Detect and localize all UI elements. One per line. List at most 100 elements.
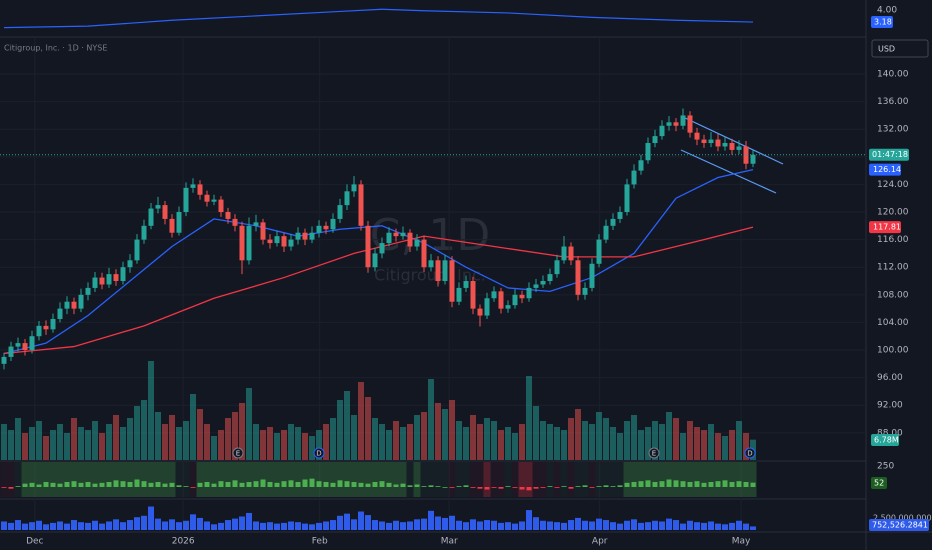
- ma-label: 117.81: [873, 223, 901, 232]
- y-tick-label: 96.00: [877, 373, 903, 383]
- volume-bar: [610, 427, 616, 460]
- y-tick-label: 104.00: [877, 318, 909, 328]
- volume-bar: [393, 421, 399, 460]
- volume-bar: [155, 412, 161, 460]
- event-label: E: [236, 450, 240, 458]
- oscillator-bar: [729, 482, 735, 487]
- candle-body: [190, 184, 196, 188]
- candle-body: [239, 225, 245, 261]
- oscillator-bar: [78, 482, 84, 487]
- oscillator-shade: [406, 462, 414, 497]
- volume-bar: [540, 421, 546, 460]
- candle-body: [106, 274, 112, 285]
- oscillator-bar: [43, 482, 49, 487]
- candle-body: [589, 263, 595, 288]
- candle-body: [253, 222, 259, 226]
- x-tick-label: Mar: [441, 537, 458, 547]
- bar: [393, 520, 399, 530]
- bar: [15, 520, 21, 530]
- candle-body: [715, 139, 721, 147]
- oscillator-bar: [64, 482, 70, 487]
- candle-body: [393, 232, 399, 237]
- y-tick-label: 92.00: [877, 401, 903, 411]
- bar: [29, 522, 35, 530]
- candle-body: [631, 170, 637, 185]
- bar: [162, 521, 168, 530]
- bar: [218, 522, 224, 530]
- oscillator-bar: [540, 487, 546, 488]
- candle-body: [435, 260, 441, 282]
- candle-body: [113, 274, 119, 282]
- oscillator-bar: [183, 486, 189, 487]
- oscillator-shade: [420, 462, 428, 497]
- oscillator-bar: [15, 486, 21, 487]
- bar: [750, 526, 756, 530]
- oscillator-shade: [126, 462, 134, 497]
- oscillator-label: 52: [874, 479, 884, 488]
- indicator-label-bg: [871, 16, 893, 29]
- oscillator-shade: [336, 462, 344, 497]
- bar: [729, 522, 735, 530]
- candle-body: [491, 291, 497, 299]
- oscillator-bar: [57, 483, 63, 487]
- oscillator-bar: [400, 483, 406, 487]
- bar: [22, 523, 28, 530]
- oscillator-bar: [421, 486, 427, 487]
- oscillator-shade: [672, 462, 680, 497]
- volume-bar: [225, 418, 231, 460]
- candle-body: [736, 146, 742, 150]
- volume-bar: [561, 430, 567, 460]
- bar: [358, 511, 364, 530]
- oscillator-shade: [189, 462, 197, 497]
- oscillator-shade: [399, 462, 407, 497]
- oscillator-shade: [721, 462, 729, 497]
- candle-body: [659, 125, 665, 137]
- volume-bar: [743, 433, 749, 460]
- candle-body: [120, 267, 126, 282]
- candle-body: [687, 115, 693, 133]
- bar: [624, 520, 630, 530]
- chart-title: Citigroup, Inc. · 1D · NYSE: [4, 44, 107, 53]
- candle-body: [421, 239, 427, 268]
- oscillator-shade: [231, 462, 239, 497]
- candle-body: [750, 154, 756, 164]
- oscillator-shade: [469, 462, 477, 497]
- volume-bar: [736, 421, 742, 460]
- oscillator-bar: [302, 479, 308, 487]
- event-marker: [744, 447, 756, 459]
- oscillator-bar: [533, 487, 539, 489]
- volume-bar: [645, 427, 651, 460]
- oscillator-shade: [168, 462, 176, 497]
- volume-bar: [505, 427, 511, 460]
- oscillator-bar: [631, 482, 637, 487]
- oscillator-shade: [490, 462, 498, 497]
- bar: [659, 521, 665, 530]
- oscillator-shade: [315, 462, 323, 497]
- currency-box[interactable]: [871, 39, 929, 58]
- oscillator-shade: [476, 462, 484, 497]
- oscillator-shade: [35, 462, 43, 497]
- oscillator-shade: [0, 462, 8, 497]
- candle-body: [15, 343, 21, 347]
- oscillator-bar: [218, 481, 224, 487]
- oscillator-bar: [148, 482, 154, 487]
- oscillator-shade: [427, 462, 435, 497]
- bar: [85, 522, 91, 530]
- bar: [246, 512, 252, 530]
- oscillator-bar: [36, 484, 42, 487]
- oscillator-shade: [700, 462, 708, 497]
- volume-bar: [323, 424, 329, 460]
- currency[interactable]: USD: [878, 45, 895, 54]
- volume-bar: [470, 415, 476, 460]
- bar: [491, 520, 497, 530]
- candle-body: [162, 205, 168, 219]
- bar: [197, 517, 203, 530]
- candle-body: [155, 205, 161, 209]
- oscillator-shade: [112, 462, 120, 497]
- candle-body: [1, 356, 7, 364]
- oscillator-bar: [120, 481, 126, 487]
- volume-bar: [288, 424, 294, 460]
- bar: [547, 521, 553, 530]
- oscillator-bar: [582, 485, 588, 487]
